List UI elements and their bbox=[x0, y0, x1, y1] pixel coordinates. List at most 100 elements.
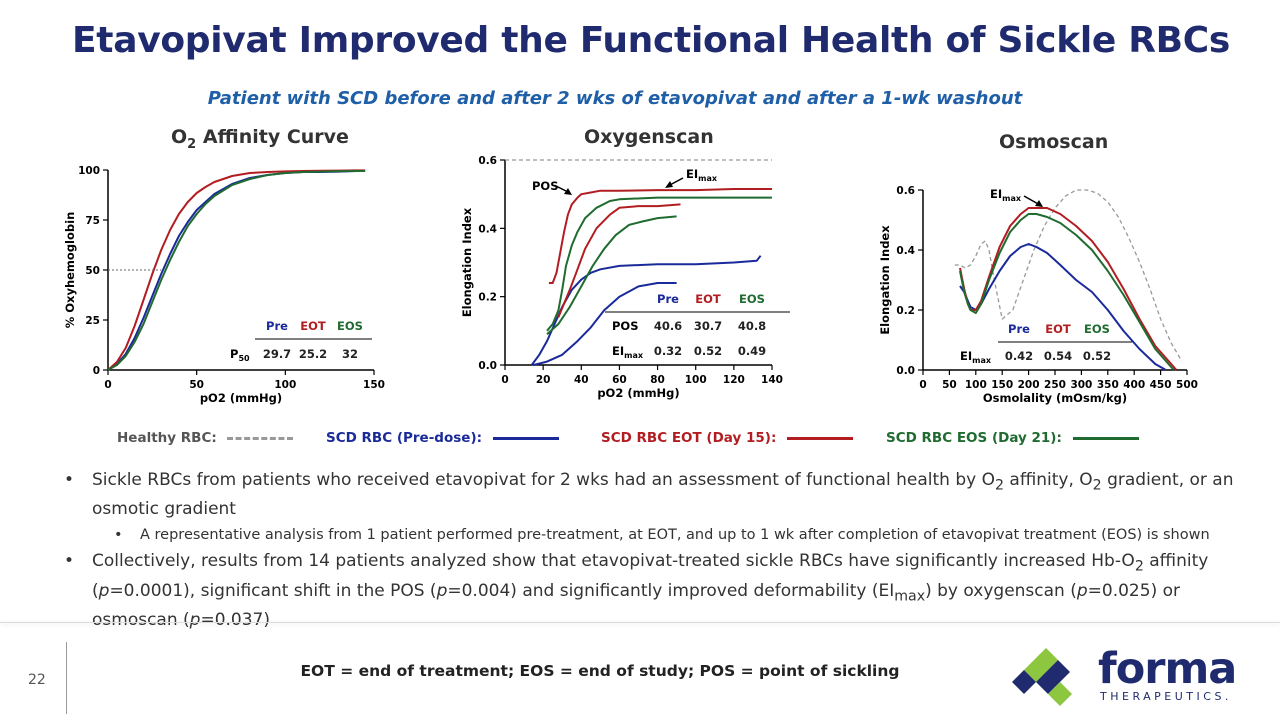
oxy-table-row-label: POS bbox=[612, 319, 639, 333]
page-subtitle: Patient with SCD before and after 2 wks … bbox=[207, 88, 1023, 109]
oxygenscan-title: Oxygenscan bbox=[584, 126, 714, 148]
osmo-x-tick-label: 0 bbox=[919, 379, 926, 391]
legend-healthy: Healthy RBC: bbox=[117, 430, 294, 446]
oxy-series-eot bbox=[557, 203, 681, 318]
logo-wordmark: forma bbox=[1098, 644, 1237, 694]
legend-eos-swatch bbox=[1072, 436, 1139, 440]
osmo-table-value: 0.52 bbox=[1083, 349, 1111, 363]
oxy-y-axis-label: Elongation Index bbox=[460, 207, 474, 317]
forma-logo: forma THERAPEUTICS. bbox=[1010, 644, 1240, 714]
o2-x-tick-label: 50 bbox=[189, 379, 204, 391]
osmo-table-value: 0.42 bbox=[1005, 349, 1033, 363]
o2-x-axis-label: pO2 (mmHg) bbox=[200, 391, 282, 405]
oxy-x-tick-label: 140 bbox=[761, 374, 783, 386]
oxy-eimax-arrowhead bbox=[665, 181, 673, 188]
legend-eot-swatch bbox=[787, 436, 854, 440]
legend-pre: SCD RBC (Pre-dose): bbox=[326, 430, 559, 446]
o2-table-value: 25.2 bbox=[299, 347, 327, 361]
oxy-eimax-annotation: EImax bbox=[686, 167, 718, 183]
oxy-table-value: 40.6 bbox=[654, 319, 682, 333]
o2-y-tick-label: 75 bbox=[85, 215, 100, 227]
o2-y-tick-label: 25 bbox=[85, 315, 100, 327]
oxy-table-value: 0.52 bbox=[694, 344, 722, 358]
o2-series-pre bbox=[107, 170, 366, 371]
osmo-series-pre bbox=[959, 243, 1167, 371]
legend-eos: SCD RBC EOS (Day 21): bbox=[886, 430, 1139, 446]
page-number: 22 bbox=[28, 672, 46, 688]
osmo-eimax-arrowhead bbox=[1035, 200, 1043, 207]
osmo-x-tick-label: 250 bbox=[1044, 379, 1066, 391]
osmo-series-eot bbox=[959, 207, 1178, 371]
osmo-x-tick-label: 450 bbox=[1150, 379, 1172, 391]
o2-y-tick-label: 100 bbox=[78, 165, 100, 177]
osmo-x-tick-label: 400 bbox=[1123, 379, 1145, 391]
bullet-1-sub: A representative analysis from 1 patient… bbox=[64, 523, 1244, 547]
oxy-x-tick-label: 20 bbox=[536, 374, 551, 386]
oxy-table-header: Pre bbox=[657, 292, 679, 306]
osmo-x-tick-label: 50 bbox=[942, 379, 957, 391]
osmo-y-tick-label: 0.0 bbox=[896, 365, 915, 377]
o2-table-header: EOS bbox=[337, 319, 363, 333]
oxy-table-value: 40.8 bbox=[738, 319, 766, 333]
oxy-x-tick-label: 0 bbox=[501, 374, 508, 386]
bullet-2: Collectively, results from 14 patients a… bbox=[64, 549, 1244, 632]
oxy-pos-arrowhead bbox=[564, 188, 572, 195]
o2-x-tick-label: 150 bbox=[363, 379, 385, 391]
o2-series-eos bbox=[107, 170, 366, 371]
oxy-x-tick-label: 60 bbox=[612, 374, 627, 386]
o2-affinity-title: O2 Affinity Curve bbox=[171, 126, 349, 152]
legend-pre-swatch bbox=[492, 436, 559, 440]
oxy-x-tick-label: 100 bbox=[685, 374, 707, 386]
osmo-x-tick-label: 100 bbox=[965, 379, 987, 391]
osmoscan-title: Osmoscan bbox=[999, 131, 1109, 153]
logo-subtitle: THERAPEUTICS. bbox=[1100, 690, 1232, 703]
oxy-series-eos bbox=[546, 196, 772, 332]
oxy-x-tick-label: 40 bbox=[574, 374, 589, 386]
o2-table-header: Pre bbox=[266, 319, 288, 333]
forma-logo-mark-icon bbox=[1012, 648, 1072, 706]
osmo-y-tick-label: 0.4 bbox=[896, 245, 915, 257]
osmo-table-header: Pre bbox=[1008, 322, 1030, 336]
oxy-series-pre bbox=[530, 255, 762, 366]
footnote: EOT = end of treatment; EOS = end of stu… bbox=[300, 662, 900, 680]
osmo-table-header: EOS bbox=[1084, 322, 1110, 336]
osmo-x-tick-label: 300 bbox=[1070, 379, 1092, 391]
oxy-series-eos bbox=[546, 215, 677, 336]
o2-table-header: EOT bbox=[300, 319, 326, 333]
osmo-table-value: 0.54 bbox=[1044, 349, 1072, 363]
oxy-y-tick-label: 0.4 bbox=[478, 223, 497, 235]
legend-healthy-swatch bbox=[227, 436, 294, 440]
osmo-y-axis-label: Elongation Index bbox=[878, 225, 892, 335]
oxy-y-tick-label: 0.0 bbox=[478, 360, 497, 372]
o2-y-tick-label: 0 bbox=[93, 365, 100, 377]
o2-table-value: 32 bbox=[342, 347, 358, 361]
o2-table-value: 29.7 bbox=[263, 347, 291, 361]
oxy-x-tick-label: 120 bbox=[723, 374, 745, 386]
bullet-list: Sickle RBCs from patients who received e… bbox=[64, 468, 1244, 634]
osmo-x-tick-label: 500 bbox=[1176, 379, 1198, 391]
osmo-x-tick-label: 200 bbox=[1018, 379, 1040, 391]
page-title: Etavopivat Improved the Functional Healt… bbox=[72, 20, 1231, 61]
oxy-table-header: EOT bbox=[695, 292, 721, 306]
legend-eot: SCD RBC EOT (Day 15): bbox=[601, 430, 854, 446]
osmo-x-tick-label: 150 bbox=[991, 379, 1013, 391]
oxy-x-axis-label: pO2 (mmHg) bbox=[597, 386, 679, 400]
oxy-x-tick-label: 80 bbox=[650, 374, 665, 386]
osmo-series-healthy bbox=[954, 189, 1183, 362]
oxy-table-header: EOS bbox=[739, 292, 765, 306]
oxy-table-value: 30.7 bbox=[694, 319, 722, 333]
oxy-table-value: 0.32 bbox=[654, 344, 682, 358]
oxy-series-pre bbox=[533, 282, 677, 366]
oxy-table-value: 0.49 bbox=[738, 344, 766, 358]
osmo-table-header: EOT bbox=[1045, 322, 1071, 336]
osmo-series-eos bbox=[959, 213, 1175, 371]
footer-divider bbox=[0, 622, 1280, 623]
osmo-table-row-label: EImax bbox=[960, 349, 992, 365]
o2-x-tick-label: 100 bbox=[274, 379, 296, 391]
o2-table-row-label: P50 bbox=[230, 347, 250, 363]
oxy-y-tick-label: 0.6 bbox=[478, 155, 497, 167]
oxy-y-tick-label: 0.2 bbox=[478, 292, 497, 304]
bullet-1: Sickle RBCs from patients who received e… bbox=[64, 468, 1244, 521]
o2-y-tick-label: 50 bbox=[85, 265, 100, 277]
